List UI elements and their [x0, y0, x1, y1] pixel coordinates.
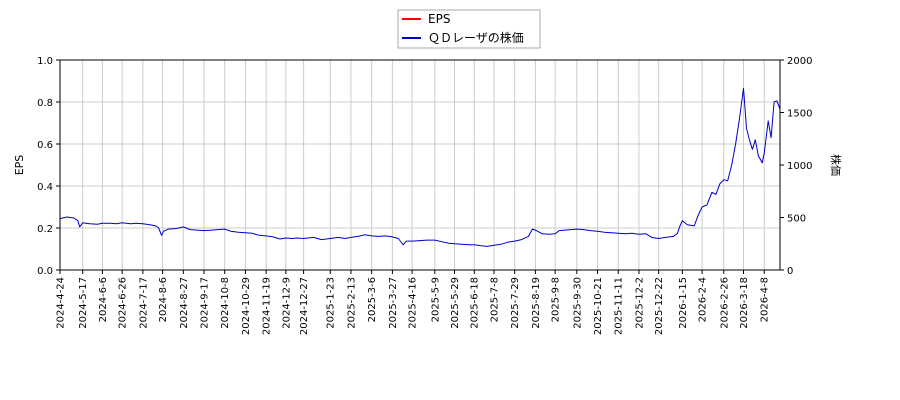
y-right-tick-label: 500: [787, 214, 806, 225]
y-right-tick-label: 1000: [787, 161, 812, 172]
x-tick-label: 2024-10-8: [220, 277, 231, 329]
x-tick-label: 2025-9-8: [551, 277, 562, 322]
x-tick-label: 2025-2-13: [346, 277, 357, 329]
x-tick-label: 2025-5-9: [430, 277, 441, 322]
x-tick-label: 2024-12-27: [299, 277, 310, 335]
series-line-stock-price: [59, 87, 781, 247]
y-left-tick-label: 0.4: [37, 182, 53, 193]
y-right-tick-label: 0: [787, 266, 793, 277]
y-left-tick-label: 0.8: [37, 98, 53, 109]
x-tick-label: 2025-6-18: [470, 277, 481, 329]
axes-layer: 0.0 0.2 0.4 0.6 0.8 1.0 0 500 1000 1500 2000 2024-4…: [37, 56, 812, 335]
x-tick-label: 2024-6-26: [118, 277, 129, 329]
grid-lines: [59, 59, 780, 271]
x-tick-label: 2024-5-17: [78, 277, 89, 329]
y-right-tick-label: 1500: [787, 109, 812, 120]
y-left-tick-label: 0.2: [37, 224, 53, 235]
legend: EPS ＱＤレーザの株価: [397, 9, 541, 49]
x-tick-label: 2024-8-6: [158, 277, 169, 322]
x-tick-label: 2024-8-27: [179, 277, 190, 329]
y-left-tick-label: 1.0: [37, 56, 53, 67]
y-right-tick-label: 2000: [787, 56, 812, 67]
x-tick-label: 2025-12-2: [634, 277, 645, 329]
y-axis-left-label: EPS: [13, 155, 26, 176]
y-left-tick-label: 0.6: [37, 140, 53, 151]
x-tick-label: 2025-8-19: [531, 277, 542, 329]
x-tick-label: 2024-9-17: [200, 277, 211, 329]
x-tick-label: 2024-6-6: [98, 277, 109, 322]
x-tick-label: 2025-1-23: [326, 277, 337, 329]
series-layer: [59, 87, 781, 247]
y-axis-right-label: 株価: [829, 154, 843, 176]
x-tick-label: 2025-11-11: [614, 277, 625, 335]
x-tick-label: 2025-7-29: [510, 277, 521, 329]
x-tick-label: 2026-2-26: [719, 277, 730, 329]
y-left-tick-label: 0.0: [37, 266, 53, 277]
x-tick-label: 2024-11-19: [262, 277, 273, 335]
x-tick-label: 2026-4-8: [760, 277, 771, 322]
legend-box: [397, 9, 541, 49]
x-tick-label: 2025-7-8: [489, 277, 500, 322]
x-tick-label: 2024-12-9: [281, 277, 292, 329]
x-tick-label: 2025-4-16: [408, 277, 419, 329]
plot-frame: [59, 59, 781, 271]
x-tick-label: 2025-3-27: [388, 277, 399, 329]
x-tick-label: 2026-3-18: [739, 277, 750, 329]
x-tick-label: 2026-1-15: [678, 277, 689, 329]
x-tick-label: 2024-4-24: [56, 277, 67, 329]
x-tick-label: 2025-10-21: [593, 277, 604, 335]
x-tick-label: 2026-2-4: [698, 277, 709, 322]
x-tick-label: 2024-10-29: [241, 277, 252, 335]
x-tick-label: 2025-3-6: [367, 277, 378, 322]
x-tick-label: 2025-12-22: [654, 277, 665, 335]
x-tick-label: 2025-5-29: [450, 277, 461, 329]
x-tick-label: 2025-9-30: [572, 277, 583, 329]
legend-label-stock-price: ＱＤレーザの株価: [428, 30, 524, 45]
legend-label-eps: EPS: [428, 12, 450, 26]
x-tick-label: 2024-7-17: [138, 277, 149, 329]
